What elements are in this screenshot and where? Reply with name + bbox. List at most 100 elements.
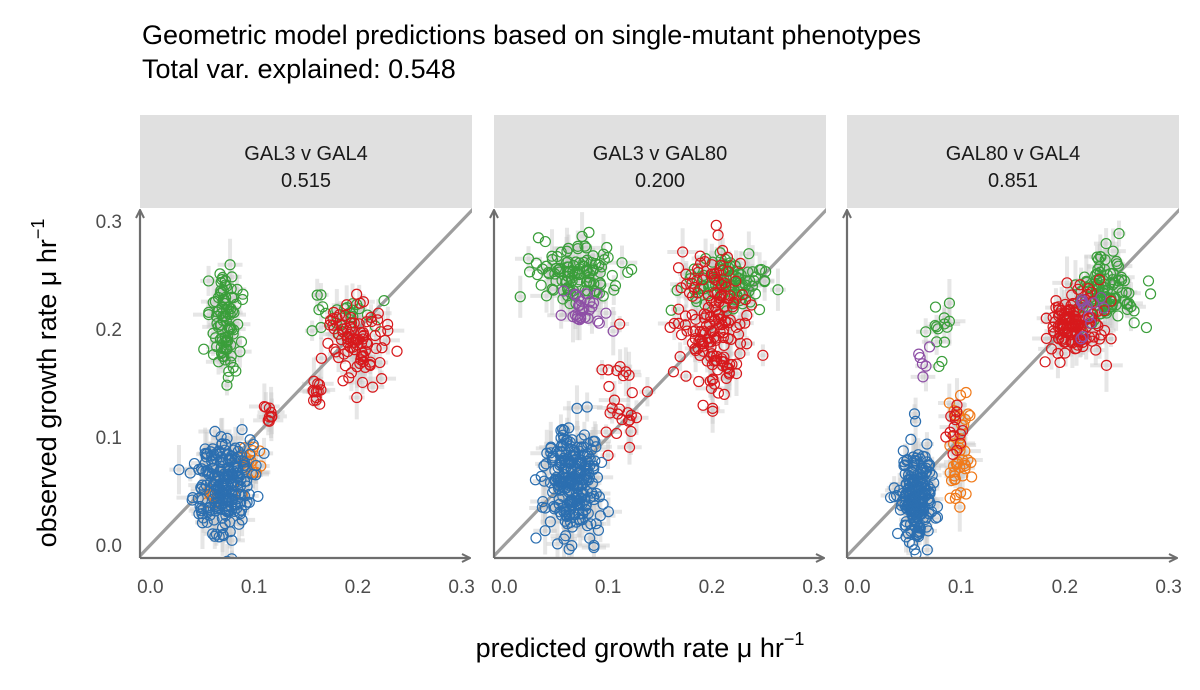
data-point [206, 462, 218, 474]
data-point [554, 459, 566, 471]
data-point [311, 289, 323, 301]
data-point [221, 343, 233, 355]
data-point [728, 296, 740, 308]
data-point [592, 315, 604, 327]
data-point [583, 268, 596, 280]
data-point [1093, 333, 1106, 345]
data-point [940, 431, 952, 443]
data-point [265, 406, 277, 418]
data-point [1052, 347, 1064, 360]
data-point [546, 250, 558, 262]
data-point [596, 364, 608, 376]
data-point [351, 361, 363, 373]
data-point [911, 498, 923, 511]
data-point [915, 508, 927, 520]
data-point [308, 375, 320, 387]
data-point [223, 471, 235, 483]
data-point [707, 405, 719, 417]
data-point [590, 518, 602, 530]
data-point [263, 415, 275, 427]
data-point [712, 308, 725, 320]
data-point [536, 501, 548, 513]
data-point [566, 540, 578, 552]
y-tick-label: 0.0 [96, 536, 122, 557]
data-point [915, 481, 927, 493]
data-point [921, 438, 933, 450]
data-point [921, 544, 933, 556]
data-point [258, 447, 270, 459]
data-point [690, 344, 702, 357]
data-point [337, 375, 349, 387]
data-point [1104, 277, 1117, 289]
data-point [382, 318, 394, 330]
data-point [1093, 274, 1106, 286]
data-point [228, 324, 240, 336]
data-point [626, 263, 638, 276]
data-point [587, 463, 600, 475]
data-point [910, 455, 922, 467]
data-point [540, 290, 553, 302]
data-point [917, 464, 930, 476]
data-point [356, 376, 369, 389]
data-point [356, 347, 368, 359]
data-point [920, 360, 932, 372]
data-point [965, 456, 977, 469]
data-point [910, 415, 922, 427]
data-point [745, 299, 758, 311]
data-point [219, 438, 232, 450]
data-point [572, 276, 584, 288]
data-point [1053, 304, 1065, 316]
x-tick-label: 0.0 [137, 577, 163, 598]
data-point [907, 499, 919, 511]
data-point [315, 289, 327, 301]
data-point [173, 464, 185, 476]
data-point [710, 332, 722, 344]
data-point [1040, 332, 1053, 345]
data-point [219, 444, 231, 456]
data-point [1105, 333, 1117, 345]
data-point [588, 278, 600, 290]
data-point [966, 471, 978, 483]
data-point [328, 343, 340, 355]
data-point [672, 317, 685, 329]
y-axis-title: observed growth rate μ hr−1 [28, 219, 62, 548]
data-point [224, 259, 236, 271]
data-point [574, 257, 586, 269]
data-point [374, 326, 387, 338]
data-point [376, 373, 388, 385]
data-point [592, 524, 605, 536]
data-point [1088, 297, 1100, 309]
data-point [960, 488, 972, 500]
data-point [593, 317, 605, 329]
data-point [348, 317, 360, 329]
panel-1: GAL3 v GAL4 0.515 0.0 0.1 0.2 0.3 0.0 0.1 0.2 0.3 [96, 115, 475, 598]
data-point [370, 342, 382, 355]
data-point [233, 488, 245, 500]
data-point [1082, 311, 1095, 323]
data-point [911, 528, 923, 541]
data-point [1059, 347, 1071, 359]
data-point [602, 506, 615, 518]
data-point [584, 532, 596, 544]
data-point [569, 288, 581, 300]
data-point [674, 351, 686, 363]
data-point [347, 333, 359, 345]
data-point [339, 309, 352, 322]
data-point [929, 319, 941, 332]
data-point [252, 490, 264, 503]
title-line-2: Total var. explained: 0.548 [142, 54, 456, 84]
data-point [913, 348, 925, 360]
data-point [947, 448, 959, 460]
data-point [598, 254, 610, 266]
data-point [219, 279, 231, 291]
data-point [317, 301, 329, 313]
data-point [218, 351, 230, 363]
x-axis-title-superscript: −1 [784, 629, 805, 649]
data-point [749, 288, 762, 300]
x-tick-label: 0.0 [491, 577, 517, 598]
data-point [1061, 317, 1073, 330]
data-point [234, 346, 246, 358]
data-point [667, 366, 680, 378]
data-point [672, 262, 685, 274]
data-point [665, 304, 677, 316]
